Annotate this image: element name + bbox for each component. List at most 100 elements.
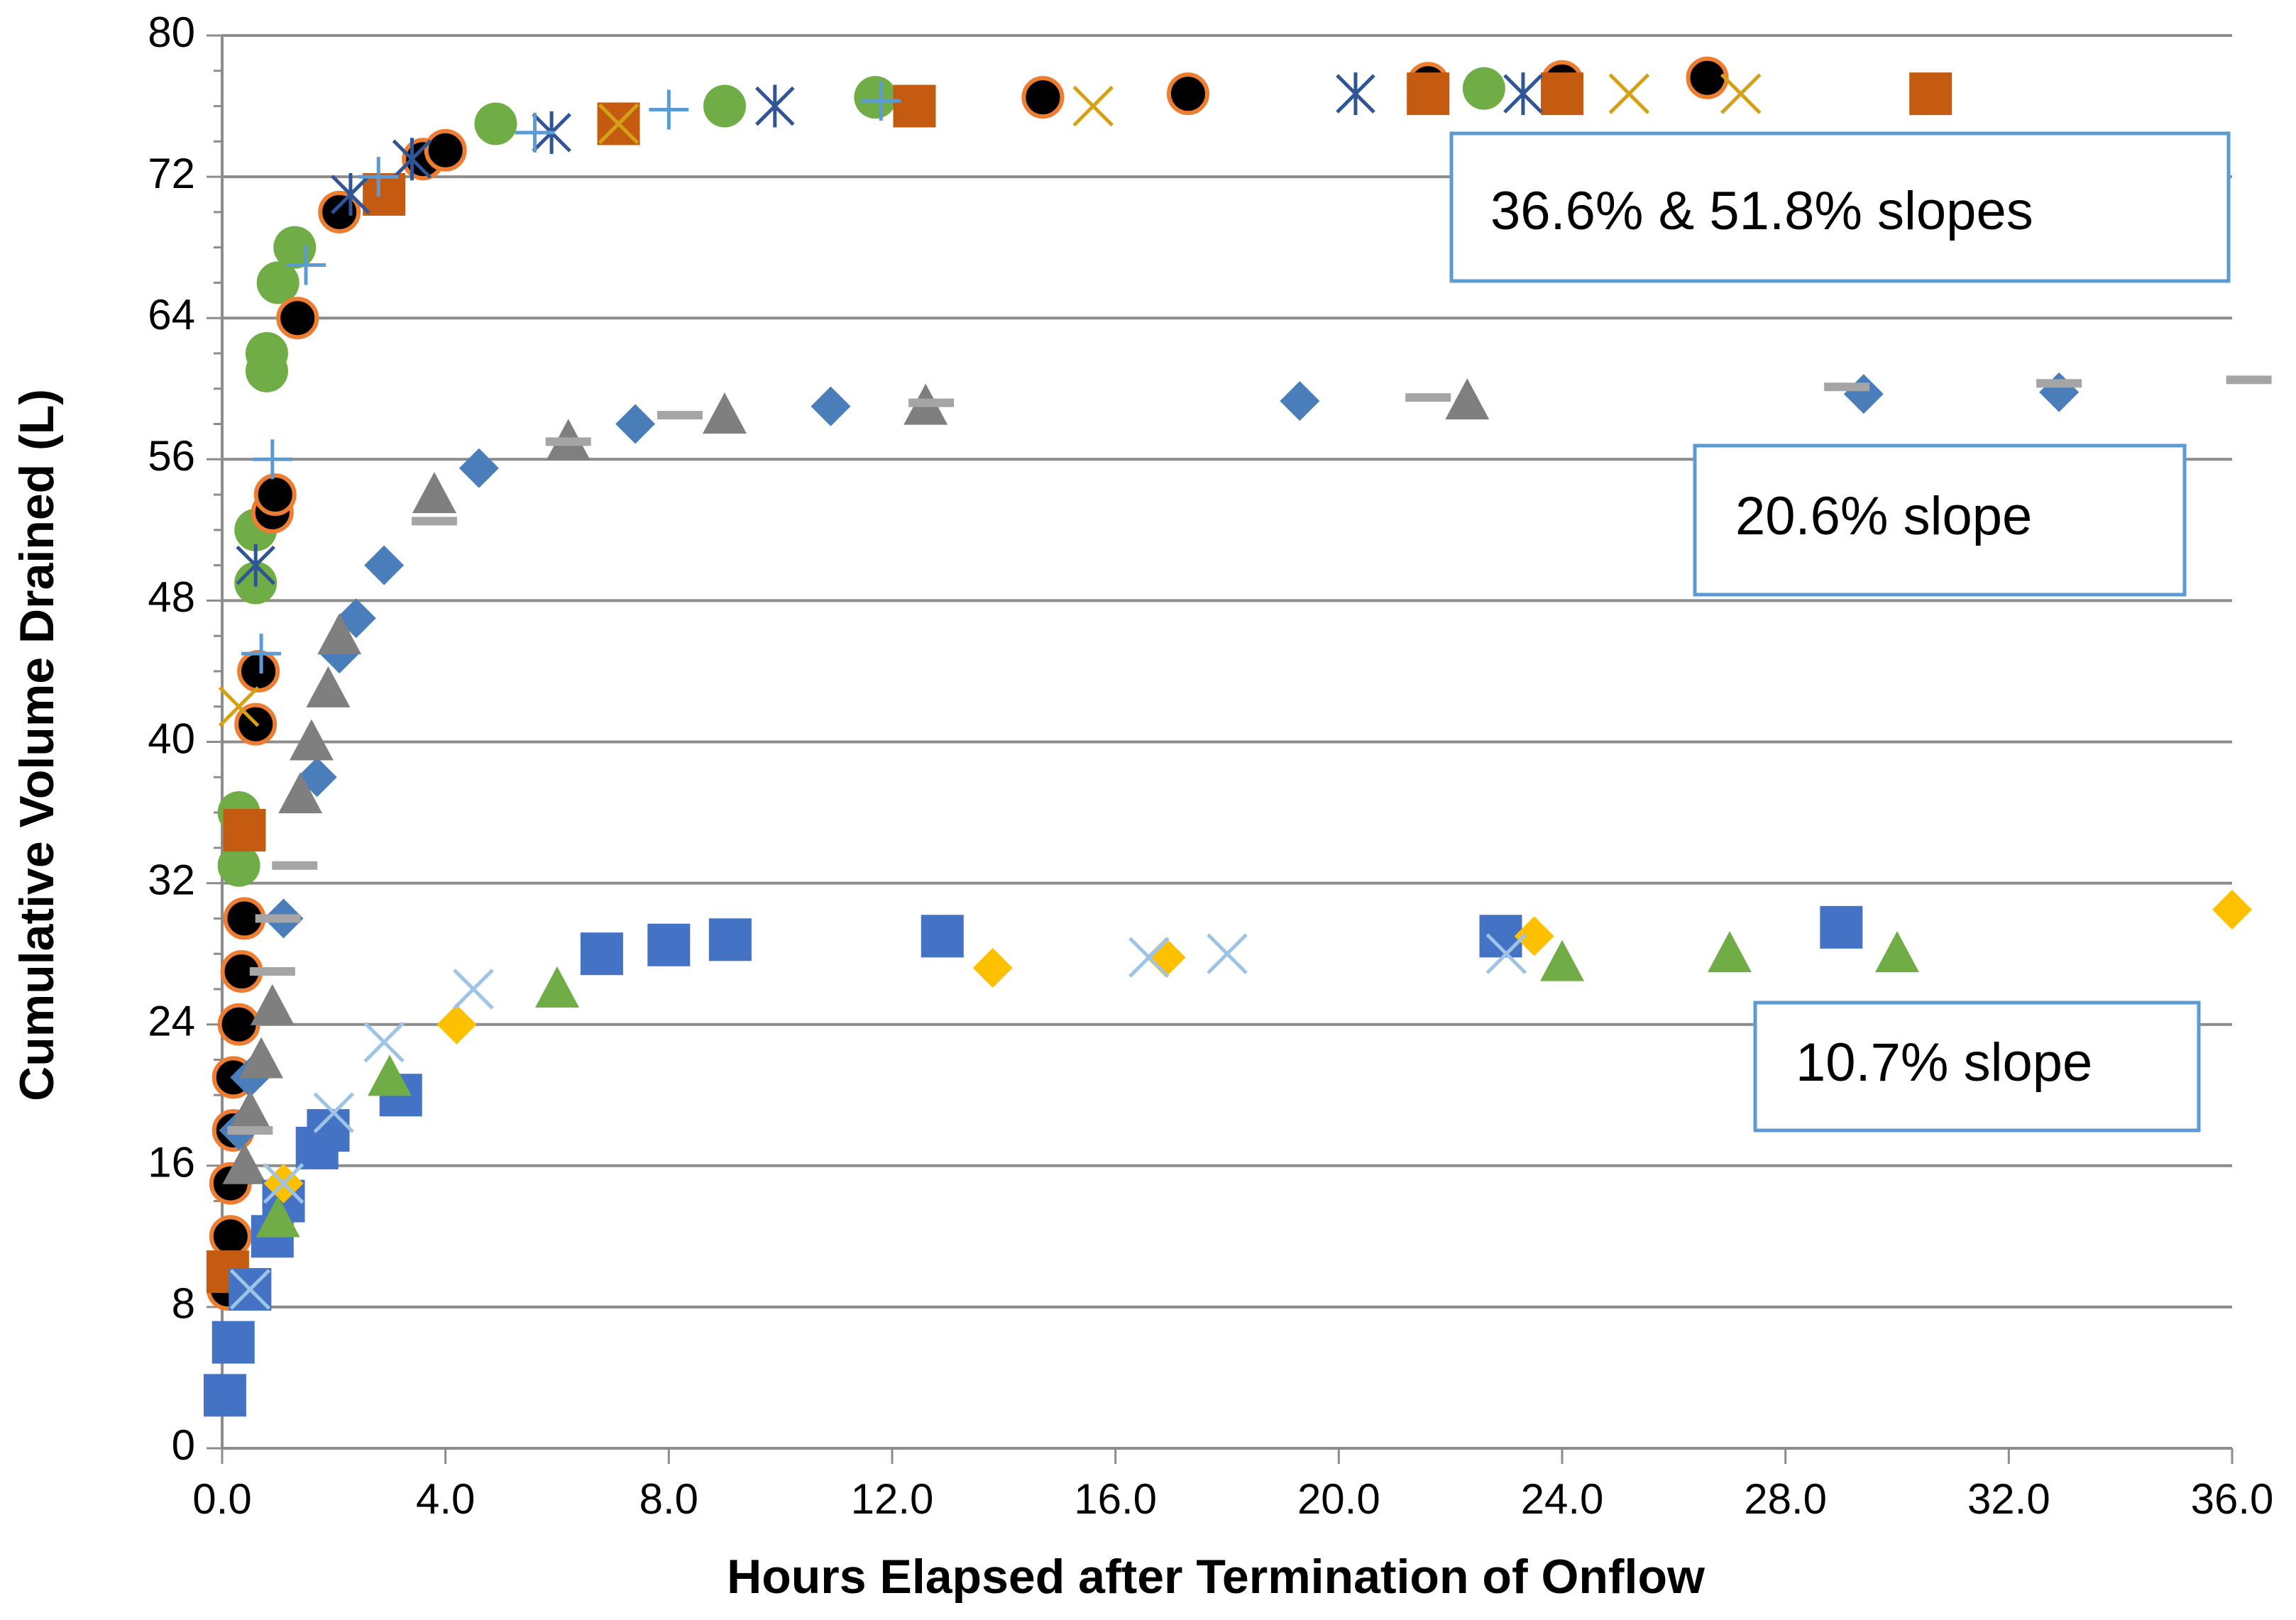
data-point — [972, 948, 1013, 988]
data-point — [1820, 905, 1863, 949]
data-point — [703, 84, 746, 128]
data-point — [241, 634, 282, 674]
annotation-box-medium: 20.6% slope — [1693, 443, 2187, 597]
y-tick-label: 8 — [172, 1280, 195, 1328]
data-point — [1405, 393, 1451, 402]
data-point — [1166, 72, 1209, 116]
data-point — [424, 128, 467, 172]
data-point — [237, 649, 280, 693]
data-point — [358, 157, 399, 197]
data-point — [2212, 889, 2252, 930]
x-tick-label: 12.0 — [851, 1475, 934, 1523]
data-point — [217, 844, 260, 887]
annotation-box-steep: 36.6% & 51.8% slopes — [1449, 131, 2231, 283]
data-point — [252, 439, 292, 480]
y-axis-title: Cumulative Volume Drained (L) — [10, 389, 64, 1101]
data-point — [1407, 72, 1450, 116]
data-point — [1485, 933, 1527, 974]
y-tick-label: 16 — [148, 1139, 195, 1186]
data-point — [755, 84, 795, 128]
data-point — [209, 1215, 252, 1258]
y-tick-label: 40 — [148, 715, 195, 762]
data-point — [255, 914, 301, 923]
series-light-blue-x — [229, 933, 1527, 1310]
data-point — [411, 517, 457, 526]
data-point — [1541, 72, 1583, 116]
data-point — [1462, 67, 1505, 110]
series-green-triangles — [256, 931, 1919, 1238]
data-point — [363, 1021, 405, 1063]
series-black-circles — [206, 56, 1729, 1311]
data-point — [273, 226, 317, 269]
x-tick-label: 4.0 — [416, 1475, 475, 1523]
annotation-text-medium: 20.6% slope — [1735, 486, 2032, 546]
data-point — [703, 392, 747, 434]
y-tick-label: 48 — [148, 573, 195, 621]
x-tick-label: 8.0 — [639, 1475, 698, 1523]
data-point — [545, 437, 591, 446]
data-point — [228, 1090, 273, 1132]
data-point — [218, 685, 260, 727]
data-point — [236, 544, 275, 587]
data-point — [245, 331, 288, 375]
data-point — [1207, 933, 1248, 974]
data-point — [1608, 73, 1650, 114]
data-point — [580, 932, 623, 976]
data-point — [412, 472, 456, 514]
data-point — [1686, 56, 1729, 99]
data-point — [908, 398, 955, 407]
y-tick-label: 80 — [148, 9, 195, 56]
data-point — [256, 261, 300, 304]
data-point — [811, 386, 851, 426]
data-point — [1128, 937, 1170, 978]
data-point — [2226, 375, 2272, 385]
x-tick-label: 20.0 — [1297, 1475, 1380, 1523]
data-points — [203, 56, 2272, 1417]
y-tick-label: 64 — [148, 291, 195, 338]
data-point — [253, 473, 297, 517]
series-light-blue-plus — [241, 81, 901, 674]
data-point — [306, 666, 351, 707]
data-point — [1708, 931, 1752, 973]
data-point — [474, 102, 517, 145]
data-point — [1021, 76, 1065, 119]
data-point — [363, 172, 406, 216]
data-point — [229, 1269, 271, 1310]
data-point — [861, 81, 901, 121]
data-point — [1514, 916, 1554, 957]
data-point — [436, 1004, 477, 1045]
data-point — [256, 1196, 300, 1238]
data-point — [1146, 937, 1186, 978]
x-tick-label: 36.0 — [2191, 1475, 2274, 1523]
data-point — [313, 1092, 355, 1133]
data-point — [458, 448, 499, 488]
annotation-box-low: 10.7% slope — [1753, 1001, 2201, 1133]
data-point — [1072, 85, 1114, 127]
data-point — [212, 1321, 255, 1364]
data-point — [203, 1374, 246, 1417]
data-point — [1824, 382, 1870, 392]
x-tick-label: 16.0 — [1074, 1475, 1157, 1523]
x-tick-label: 32.0 — [1967, 1475, 2050, 1523]
x-tick-label: 24.0 — [1521, 1475, 1604, 1523]
data-point — [307, 1109, 350, 1152]
y-tick-label: 0 — [172, 1421, 195, 1469]
data-point — [1540, 940, 1584, 981]
y-tick-label: 56 — [148, 432, 195, 480]
x-tick-label: 0.0 — [192, 1475, 251, 1523]
data-point — [250, 983, 295, 1025]
data-point — [515, 112, 555, 153]
data-point — [854, 76, 897, 119]
y-tick-label: 24 — [148, 998, 195, 1045]
data-point — [1875, 931, 1919, 973]
data-point — [368, 1054, 412, 1096]
axes: 0 8 16 24 32 40 48 56 64 72 80 0.0 4.0 8.0 12.0 16.0 20.… — [148, 9, 2273, 1523]
y-tick-label: 72 — [148, 150, 195, 197]
data-point — [276, 297, 319, 340]
data-point — [1720, 73, 1762, 114]
data-point — [535, 966, 579, 1008]
x-tick-label: 28.0 — [1744, 1475, 1827, 1523]
data-point — [263, 1162, 304, 1204]
data-point — [223, 808, 266, 852]
